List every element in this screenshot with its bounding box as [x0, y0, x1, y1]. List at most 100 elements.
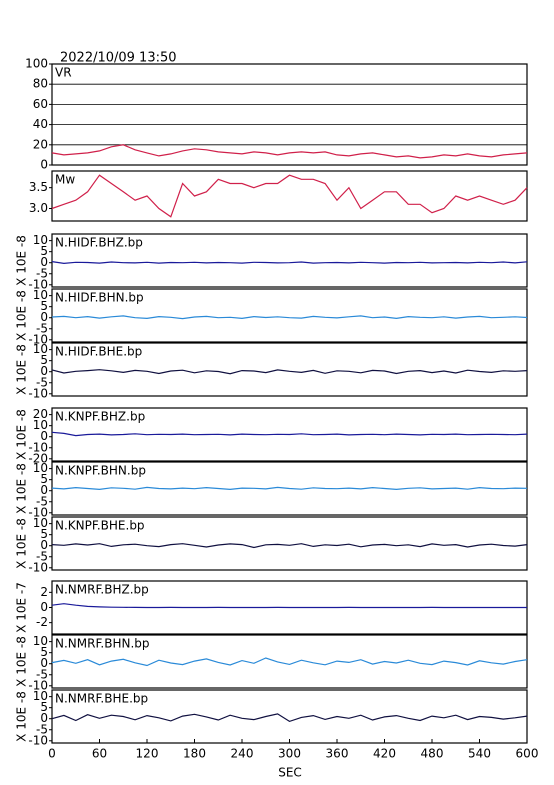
y-tick-label: -5	[36, 722, 48, 736]
y-tick-label: 10	[33, 516, 48, 530]
y-tick-label: 0	[40, 158, 48, 172]
y-tick-label: 0	[40, 656, 48, 670]
panel-label: VR	[55, 66, 72, 80]
y-axis-label: X 10E -8	[15, 463, 29, 514]
y-axis-label: X 10E -8	[15, 691, 29, 742]
trace	[51, 315, 528, 320]
y-axis-label: X 10E -7	[15, 582, 29, 633]
panel-label: N.HIDF.BHE.bp	[55, 345, 142, 359]
y-tick-label: 10	[33, 288, 48, 302]
y-axis-label: X 10E -8	[15, 518, 29, 569]
y-tick-label: -10	[28, 733, 48, 747]
y-tick-label: 5	[40, 527, 48, 541]
y-tick-label: 5	[40, 353, 48, 367]
chart-title: 2022/10/09 13:50	[60, 51, 177, 66]
y-axis-label: X 10E -8	[15, 409, 29, 460]
y-tick-label: 5	[40, 299, 48, 313]
y-tick-label: -10	[28, 560, 48, 574]
y-tick-label: 0	[40, 255, 48, 269]
y-tick-label: 5	[40, 645, 48, 659]
trace	[51, 603, 527, 609]
panel-label: N.HIDF.BHZ.bp	[55, 236, 143, 250]
panel-label: N.KNPF.BHN.bp	[55, 464, 146, 478]
y-tick-label: -20	[28, 451, 48, 465]
trace	[51, 174, 528, 218]
x-tick-label: 420	[373, 747, 396, 761]
y-tick-label: -2	[36, 615, 48, 629]
panel-label: N.KNPF.BHZ.bp	[55, 410, 145, 424]
y-tick-label: -10	[28, 332, 48, 346]
panel-label: Mw	[55, 173, 75, 187]
y-tick-label: 10	[33, 461, 48, 475]
y-tick-label: -10	[28, 505, 48, 519]
panel-frame	[51, 634, 528, 689]
x-tick-label: 600	[516, 747, 539, 761]
trace	[51, 657, 528, 667]
y-tick-label: 3.0	[29, 201, 48, 215]
panel-frame	[51, 170, 528, 222]
y-tick-label: -5	[36, 321, 48, 335]
y-tick-label: -10	[28, 386, 48, 400]
trace	[51, 369, 528, 375]
y-axis-label: X 10E -8	[15, 290, 29, 341]
y-tick-label: 5	[40, 244, 48, 258]
y-tick-label: -5	[36, 494, 48, 508]
y-tick-label: 5	[40, 700, 48, 714]
panel-label: N.NMRF.BHZ.bp	[55, 583, 149, 597]
panel-frame	[51, 342, 528, 397]
trace	[51, 713, 528, 723]
y-tick-label: -10	[28, 678, 48, 692]
y-tick-label: 0	[40, 310, 48, 324]
y-tick-label: 10	[33, 634, 48, 648]
y-tick-label: 0	[40, 483, 48, 497]
x-tick-label: 540	[468, 747, 491, 761]
y-tick-label: 0	[40, 711, 48, 725]
panel-label: N.KNPF.BHE.bp	[55, 519, 145, 533]
y-tick-label: 0	[40, 538, 48, 552]
x-tick-label: 120	[136, 747, 159, 761]
x-tick-label: 360	[326, 747, 349, 761]
panel-label: N.HIDF.BHN.bp	[55, 291, 144, 305]
y-tick-label: 5	[40, 472, 48, 486]
y-tick-label: 60	[33, 97, 48, 111]
x-axis-label: SEC	[278, 766, 302, 780]
y-axis-label: X 10E -8	[15, 344, 29, 395]
trace	[51, 431, 528, 437]
y-tick-label: 10	[33, 689, 48, 703]
y-tick-label: -5	[36, 667, 48, 681]
y-tick-label: 3.5	[29, 180, 48, 194]
y-axis-label: X 10E -8	[15, 235, 29, 286]
y-tick-label: 2	[40, 585, 48, 599]
y-tick-label: 20	[33, 137, 48, 151]
x-tick-label: 300	[278, 747, 301, 761]
panel-frame	[51, 288, 528, 343]
x-tick-label: 180	[183, 747, 206, 761]
trace	[51, 144, 528, 159]
y-tick-label: 10	[33, 418, 48, 432]
panel-label: N.NMRF.BHN.bp	[55, 637, 150, 651]
y-tick-label: -5	[36, 375, 48, 389]
panel-label: N.NMRF.BHE.bp	[55, 692, 148, 706]
x-tick-label: 0	[48, 747, 56, 761]
x-tick-label: 60	[92, 747, 107, 761]
y-tick-label: 0	[40, 600, 48, 614]
y-tick-label: 0	[40, 364, 48, 378]
y-tick-label: 40	[33, 117, 48, 131]
trace	[51, 486, 528, 491]
panel-frame	[51, 516, 528, 571]
y-tick-label: 80	[33, 77, 48, 91]
trace	[51, 261, 528, 265]
panel-frame	[51, 63, 528, 166]
y-tick-label: 20	[33, 407, 48, 421]
y-tick-label: 10	[33, 342, 48, 356]
y-tick-label: -5	[36, 549, 48, 563]
trace	[51, 543, 528, 549]
y-tick-label: -10	[28, 440, 48, 454]
y-axis-label: X 10E -8	[15, 636, 29, 687]
y-tick-label: 0	[40, 429, 48, 443]
x-tick-label: 480	[421, 747, 444, 761]
x-tick-label: 240	[231, 747, 254, 761]
y-tick-label: -10	[28, 277, 48, 291]
